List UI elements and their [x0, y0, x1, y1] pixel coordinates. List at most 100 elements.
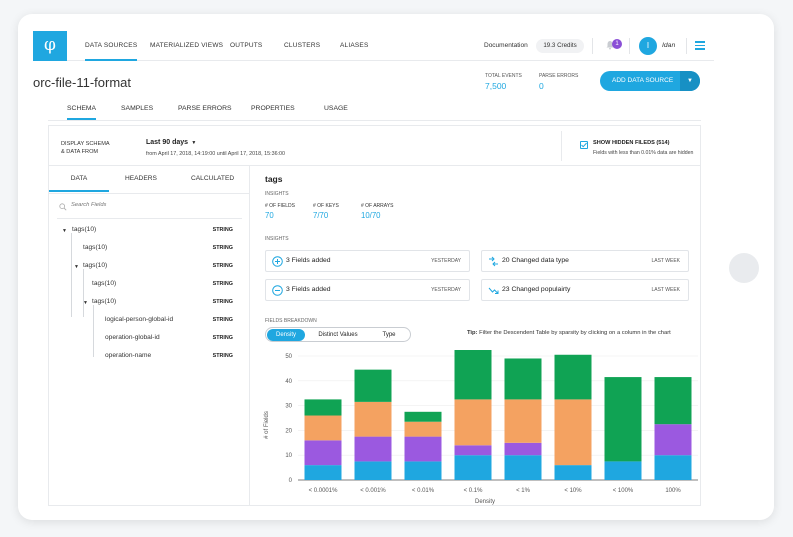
tab-samples[interactable]: SAMPLES: [121, 105, 154, 112]
y-tick-label: 0: [289, 478, 293, 484]
tree-row[interactable]: ▼ tags(10) STRING: [49, 222, 249, 240]
display-schema-line2: & DATA FROM: [61, 149, 99, 155]
insight-card[interactable]: 20 Changed data type LAST WEEK: [481, 250, 689, 272]
y-tick-label: 40: [285, 379, 292, 385]
y-tick-label: 50: [285, 354, 292, 360]
bar-segment[interactable]: [504, 442, 542, 456]
bar-segment[interactable]: [404, 411, 442, 422]
bar-segment[interactable]: [604, 461, 642, 480]
bar-segment[interactable]: [354, 436, 392, 462]
bar-segment[interactable]: [404, 436, 442, 462]
total-events-label: TOTAL EVENTS: [485, 73, 522, 79]
tree-row[interactable]: ▼ tags(10) STRING: [49, 294, 249, 312]
stat-keys-value: 7/70: [313, 211, 329, 220]
segment-density[interactable]: Density: [267, 329, 305, 341]
bar-segment[interactable]: [304, 440, 342, 466]
username[interactable]: Idan: [662, 42, 676, 49]
bar-segment[interactable]: [654, 455, 692, 480]
nav-materialized-views[interactable]: MATERIALIZED VIEWS: [150, 42, 224, 49]
tree-row[interactable]: ▼ tags(10) STRING: [49, 258, 249, 276]
avatar[interactable]: I: [639, 37, 657, 55]
insight-card[interactable]: 3 Fields added YESTERDAY: [265, 279, 470, 301]
credits-pill[interactable]: 19.3 Credits: [536, 39, 584, 53]
bar-segment[interactable]: [504, 455, 542, 480]
add-data-source-button[interactable]: ADD DATA SOURCE ▼: [600, 71, 700, 91]
bar-segment[interactable]: [604, 377, 642, 462]
documentation-link[interactable]: Documentation: [484, 42, 528, 49]
tab-calculated[interactable]: CALCULATED: [191, 175, 235, 182]
nav-outputs[interactable]: OUTPUTS: [230, 42, 263, 49]
bar-segment[interactable]: [554, 465, 592, 480]
tab-data[interactable]: DATA: [49, 166, 109, 192]
bar-segment[interactable]: [654, 377, 692, 425]
bar-segment[interactable]: [304, 399, 342, 416]
show-hidden-checkbox[interactable]: [580, 141, 588, 149]
nav-data-sources[interactable]: DATA SOURCES: [85, 31, 138, 61]
field-name: operation-global-id: [105, 334, 160, 341]
logo-icon[interactable]: φ: [33, 31, 67, 61]
tab-parse-errors[interactable]: PARSE ERRORS: [178, 105, 232, 112]
bar-segment[interactable]: [654, 424, 692, 456]
bar-segment[interactable]: [504, 358, 542, 400]
tree-row[interactable]: tags(10) STRING: [49, 240, 249, 258]
insight-card[interactable]: 23 Changed populairty LAST WEEK: [481, 279, 689, 301]
tab-properties[interactable]: PROPERTIES: [251, 105, 295, 112]
bar-segment[interactable]: [354, 369, 392, 402]
divider: [686, 38, 687, 54]
tree-guide: [93, 305, 94, 357]
tree-row[interactable]: logical-person-global-id STRING: [49, 312, 249, 330]
tab-schema[interactable]: SCHEMA: [67, 98, 97, 120]
caret-down-icon[interactable]: ▼: [74, 264, 79, 270]
y-tick-label: 30: [285, 404, 292, 410]
bar-segment[interactable]: [554, 399, 592, 466]
search-input[interactable]: [71, 202, 231, 208]
search-box[interactable]: [57, 199, 242, 215]
bell-icon[interactable]: [605, 40, 615, 50]
field-type: STRING: [212, 281, 233, 287]
bar-segment[interactable]: [454, 445, 492, 456]
bar-segment[interactable]: [454, 399, 492, 446]
chevron-down-icon[interactable]: ▼: [680, 71, 700, 91]
show-hidden-label: SHOW HIDDEN FILEDS (514): [593, 140, 670, 146]
stat-arrays-value: 10/70: [361, 211, 381, 220]
y-tick-label: 20: [285, 428, 292, 434]
nav-clusters[interactable]: CLUSTERS: [284, 42, 321, 49]
insight-when: YESTERDAY: [431, 287, 461, 293]
field-type: STRING: [212, 227, 233, 233]
bar-segment[interactable]: [404, 461, 442, 480]
show-hidden-sub: Fields with less than 0.01% data are hid…: [593, 150, 694, 156]
segment-type[interactable]: Type: [382, 332, 396, 338]
nav-aliases[interactable]: ALIASES: [340, 42, 369, 49]
field-type: STRING: [212, 263, 233, 269]
tab-usage[interactable]: USAGE: [324, 105, 348, 112]
bar-segment[interactable]: [304, 465, 342, 480]
check-icon: [581, 142, 587, 148]
bar-segment[interactable]: [454, 350, 492, 400]
insight-card[interactable]: 3 Fields added YESTERDAY: [265, 250, 470, 272]
bar-segment[interactable]: [354, 401, 392, 437]
tree-row[interactable]: tags(10) STRING: [49, 276, 249, 294]
caret-down-icon[interactable]: ▼: [83, 300, 88, 306]
bar-segment[interactable]: [504, 399, 542, 443]
segment-distinct-values[interactable]: Distinct Values: [318, 332, 358, 338]
tabs-divider: [48, 120, 701, 121]
bar-segment[interactable]: [304, 415, 342, 441]
bar-segment[interactable]: [404, 421, 442, 437]
bar-segment[interactable]: [554, 354, 592, 400]
bar-segment[interactable]: [454, 455, 492, 480]
stat-fields-label: # OF FIELDS: [265, 203, 296, 209]
schema-panel: DISPLAY SCHEMA & DATA FROM Last 90 days …: [48, 125, 701, 506]
caret-down-icon[interactable]: ▼: [62, 228, 67, 234]
caret-down-icon: ▼: [189, 140, 197, 146]
total-events-value: 7,500: [485, 81, 507, 91]
field-type: STRING: [212, 317, 233, 323]
tip-text: Tip: Filter the Descendent Table by spar…: [467, 330, 671, 336]
tree-row[interactable]: operation-global-id STRING: [49, 330, 249, 348]
tab-headers[interactable]: HEADERS: [125, 175, 157, 182]
period-dropdown[interactable]: Last 90 days ▼: [146, 139, 196, 146]
bar-segment[interactable]: [354, 461, 392, 480]
tree-row[interactable]: operation-name STRING: [49, 348, 249, 366]
home-button[interactable]: [729, 253, 759, 283]
menu-icon[interactable]: [695, 41, 705, 50]
parse-errors-label: PARSE ERRORS: [539, 73, 579, 79]
